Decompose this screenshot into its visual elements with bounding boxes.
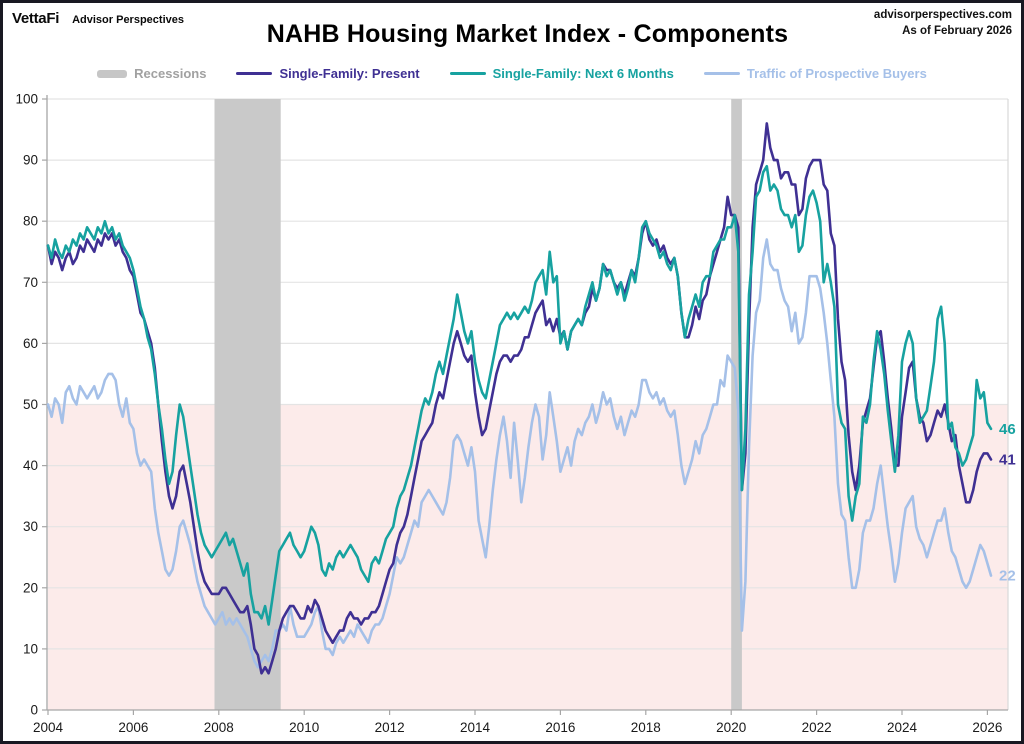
legend-item: Recessions — [97, 66, 206, 81]
x-tick-label: 2004 — [33, 720, 64, 735]
x-tick-label: 2022 — [802, 720, 832, 735]
x-tick-label: 2008 — [204, 720, 234, 735]
x-tick-label: 2012 — [375, 720, 405, 735]
y-tick-label: 80 — [23, 214, 38, 229]
traffic-line-swatch-icon — [703, 71, 740, 76]
present-line-swatch-icon — [236, 71, 273, 76]
y-tick-label: 40 — [23, 458, 38, 473]
source-block: advisorperspectives.com As of February 2… — [874, 8, 1012, 39]
vettafi-logo: VettaFi — [12, 10, 60, 27]
y-tick-label: 0 — [30, 703, 38, 718]
y-tick-label: 90 — [23, 153, 38, 168]
legend-label: Traffic of Prospective Buyers — [746, 66, 927, 81]
legend-label: Single-Family: Next 6 Months — [492, 66, 674, 81]
as-of-date: As of February 2026 — [902, 24, 1012, 37]
source-url: advisorperspectives.com — [873, 9, 1012, 21]
x-tick-label: 2010 — [289, 720, 319, 735]
x-tick-label: 2016 — [545, 720, 575, 735]
x-tick-label: 2014 — [460, 720, 491, 735]
x-tick-label: 2018 — [631, 720, 661, 735]
y-tick-label: 50 — [23, 397, 38, 412]
y-tick-label: 100 — [15, 92, 38, 107]
x-tick-label: 2020 — [716, 720, 746, 735]
end-label-next6months: 46 — [999, 421, 1016, 438]
series-line-present — [46, 122, 993, 675]
legend-item: Traffic of Prospective Buyers — [703, 66, 927, 81]
legend-item: Single-Family: Present — [236, 66, 420, 81]
end-label-present: 41 — [999, 452, 1016, 469]
x-tick-label: 2006 — [118, 720, 148, 735]
y-tick-label: 30 — [23, 519, 38, 534]
y-tick-label: 10 — [23, 641, 38, 656]
next6months-line-swatch-icon — [449, 71, 486, 76]
recession-band-swatch-icon — [97, 69, 128, 78]
legend: Recessions Single-Family: Present Single… — [0, 66, 1024, 81]
end-label-traffic: 22 — [999, 568, 1016, 585]
series-line-traffic — [46, 238, 993, 669]
y-tick-label: 60 — [23, 336, 38, 351]
legend-label: Recessions — [134, 66, 207, 81]
advisor-perspectives-label: Advisor Perspectives — [72, 14, 184, 26]
y-tick-label: 20 — [23, 580, 38, 595]
x-tick-label: 2024 — [887, 720, 918, 735]
y-tick-label: 70 — [23, 275, 38, 290]
series-line-next6months — [46, 164, 993, 626]
legend-label: Single-Family: Present — [279, 66, 420, 81]
legend-item: Single-Family: Next 6 Months — [449, 66, 674, 81]
brand-header: VettaFi Advisor Perspectives — [12, 10, 184, 27]
page-title: NAHB Housing Market Index - Components — [266, 20, 789, 48]
x-tick-label: 2026 — [972, 720, 1002, 735]
